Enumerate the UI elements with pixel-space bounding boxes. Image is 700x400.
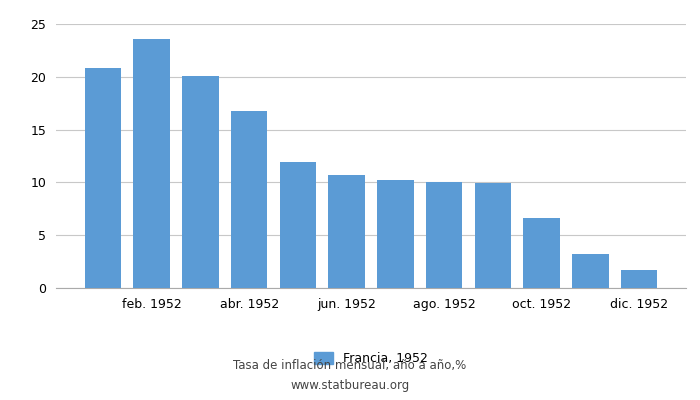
Bar: [621, 270, 657, 288]
Text: www.statbureau.org: www.statbureau.org: [290, 380, 410, 392]
Bar: [279, 162, 316, 288]
Bar: [182, 76, 218, 288]
Bar: [426, 182, 463, 288]
Bar: [377, 180, 414, 288]
Bar: [572, 254, 608, 288]
Bar: [475, 184, 511, 288]
Text: Tasa de inflación mensual, año a año,%: Tasa de inflación mensual, año a año,%: [233, 360, 467, 372]
Bar: [231, 110, 267, 288]
Bar: [524, 218, 560, 288]
Bar: [328, 175, 365, 288]
Bar: [85, 68, 121, 288]
Bar: [134, 39, 170, 288]
Legend: Francia, 1952: Francia, 1952: [314, 352, 428, 365]
